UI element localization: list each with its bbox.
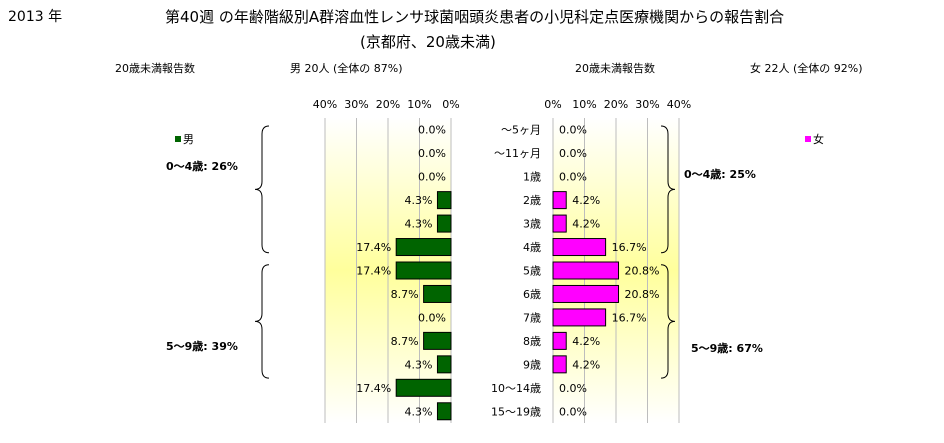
female-data-label: 0.0% xyxy=(559,147,587,160)
male-x-tick-label: 20% xyxy=(376,98,400,111)
male-data-label: 8.7% xyxy=(391,335,419,348)
age-category-label: 6歳 xyxy=(523,288,541,301)
male-bar xyxy=(395,238,452,257)
male-data-label: 0.0% xyxy=(418,124,446,137)
age-category-label: 9歳 xyxy=(523,358,541,371)
female-bar xyxy=(552,261,620,280)
male-data-label: 8.7% xyxy=(391,288,419,301)
female-data-label: 16.7% xyxy=(612,241,647,254)
age-category-label: 1歳 xyxy=(523,171,541,184)
female-bar xyxy=(552,308,607,327)
female-bar xyxy=(552,238,607,257)
male-bar xyxy=(436,191,452,210)
male-bar xyxy=(395,261,452,280)
female-data-label: 20.8% xyxy=(625,288,660,301)
female-x-tick-label: 10% xyxy=(572,98,596,111)
male-5-9-annotation: 5～9歳: 39% xyxy=(166,339,238,353)
male-data-label: 4.3% xyxy=(405,194,433,207)
age-category-label: 2歳 xyxy=(523,194,541,207)
male-legend-swatch xyxy=(175,136,181,142)
male-x-tick-label: 40% xyxy=(313,98,337,111)
chart-title: 第40週 の年齢階級別A群溶血性レンサ球菌咽頭炎患者の小児科定点医療機関からの報… xyxy=(165,8,785,26)
male-data-label: 0.0% xyxy=(418,147,446,160)
female-x-tick-label: 0% xyxy=(544,98,561,111)
female-report-value: 女 22人 (全体の 92%) xyxy=(750,62,863,75)
age-category-label: 7歳 xyxy=(523,311,541,324)
female-data-label: 20.8% xyxy=(625,265,660,278)
female-data-label: 0.0% xyxy=(559,382,587,395)
male-bar xyxy=(395,378,452,397)
age-category-label: 4歳 xyxy=(523,241,541,254)
male-bar xyxy=(423,284,452,303)
male-data-label: 17.4% xyxy=(356,382,391,395)
female-data-label: 4.2% xyxy=(572,335,600,348)
age-category-label: ～5ヶ月 xyxy=(501,124,541,137)
female-0-4-bracket xyxy=(660,125,676,254)
male-data-label: 4.3% xyxy=(405,218,433,231)
female-5-9-bracket xyxy=(660,264,676,379)
female-x-tick-label: 40% xyxy=(667,98,691,111)
male-0-4-bracket xyxy=(254,125,270,254)
female-5-9-annotation: 5～9歳: 67% xyxy=(691,341,763,355)
male-data-label: 4.3% xyxy=(405,405,433,418)
male-data-label: 17.4% xyxy=(356,265,391,278)
female-x-tick-label: 30% xyxy=(635,98,659,111)
female-bar xyxy=(552,355,567,374)
female-data-label: 0.0% xyxy=(559,124,587,137)
female-data-label: 0.0% xyxy=(559,171,587,184)
male-x-tick-label: 30% xyxy=(344,98,368,111)
age-category-label: 10～14歳 xyxy=(491,382,541,395)
female-bar xyxy=(552,331,567,350)
age-category-label: 5歳 xyxy=(523,265,541,278)
chart-subtitle: (京都府、20歳未満) xyxy=(360,33,496,51)
male-x-tick-label: 0% xyxy=(442,98,459,111)
female-data-label: 4.2% xyxy=(572,218,600,231)
female-report-label: 20歳未満報告数 xyxy=(575,62,655,75)
male-bar xyxy=(436,355,452,374)
female-bar xyxy=(552,191,567,210)
female-legend-label: 女 xyxy=(813,132,824,146)
male-data-label: 0.0% xyxy=(418,311,446,324)
year-label: 2013 年 xyxy=(8,9,63,25)
female-0-4-annotation: 0～4歳: 25% xyxy=(684,167,756,181)
age-category-label: 15～19歳 xyxy=(491,405,541,418)
age-category-label: ～11ヶ月 xyxy=(494,147,541,160)
female-data-label: 16.7% xyxy=(612,311,647,324)
male-bar xyxy=(423,331,452,350)
age-category-label: 8歳 xyxy=(523,335,541,348)
female-x-tick-label: 20% xyxy=(604,98,628,111)
male-data-label: 0.0% xyxy=(418,171,446,184)
male-bar xyxy=(436,214,452,233)
male-5-9-bracket xyxy=(254,264,270,379)
male-data-label: 4.3% xyxy=(405,358,433,371)
male-report-label: 20歳未満報告数 xyxy=(115,62,195,75)
male-report-value: 男 20人 (全体の 87%) xyxy=(290,62,403,75)
female-data-label: 4.2% xyxy=(572,194,600,207)
female-data-label: 4.2% xyxy=(572,358,600,371)
male-bar xyxy=(436,402,452,421)
female-data-label: 0.0% xyxy=(559,405,587,418)
female-bar xyxy=(552,284,620,303)
female-legend-swatch xyxy=(805,136,811,142)
male-x-tick-label: 10% xyxy=(407,98,431,111)
female-bar xyxy=(552,214,567,233)
male-legend-label: 男 xyxy=(183,133,194,146)
male-data-label: 17.4% xyxy=(356,241,391,254)
age-category-label: 3歳 xyxy=(523,218,541,231)
male-0-4-annotation: 0～4歳: 26% xyxy=(166,159,238,173)
